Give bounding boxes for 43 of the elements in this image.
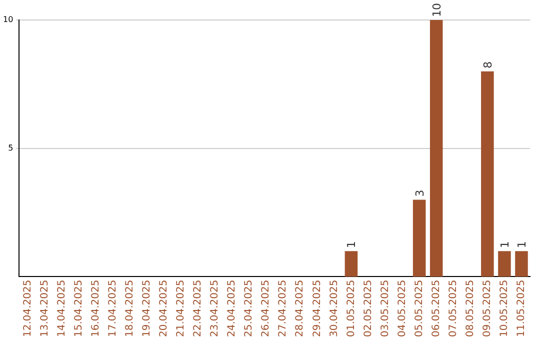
x-tick-label: 11.05.2025 — [516, 280, 528, 338]
bar — [498, 251, 511, 277]
x-tick-label: 18.04.2025 — [124, 280, 136, 338]
x-tick-label: 07.05.2025 — [448, 280, 459, 338]
x-tick-label: 15.04.2025 — [73, 280, 84, 338]
x-tick-label: 30.04.2025 — [328, 280, 340, 338]
data-label: 1 — [498, 241, 512, 248]
x-tick-label: 12.04.2025 — [22, 280, 34, 338]
x-tick-label: 10.05.2025 — [499, 280, 510, 338]
bar — [412, 200, 426, 277]
x-tick-label: 25.04.2025 — [244, 280, 255, 338]
x-tick-label: 13.04.2025 — [39, 280, 50, 338]
x-tick-label: 28.04.2025 — [294, 280, 306, 338]
data-label: 1 — [515, 241, 528, 248]
bar — [481, 71, 494, 277]
x-tick-label: 02.05.2025 — [362, 280, 374, 338]
x-tick-label: 04.05.2025 — [396, 280, 408, 338]
x-tick-label: 08.05.2025 — [465, 280, 476, 338]
x-tick-label: 19.04.2025 — [141, 280, 152, 338]
x-tick-label: 17.04.2025 — [107, 280, 118, 338]
x-tick-label: 05.05.2025 — [414, 280, 425, 338]
x-tick-label: 16.04.2025 — [90, 280, 102, 338]
bar — [344, 251, 358, 277]
x-tick-label: 23.04.2025 — [210, 280, 221, 338]
x-tick-label: 21.04.2025 — [176, 280, 187, 338]
x-tick-label: 26.04.2025 — [260, 280, 272, 338]
bar — [515, 251, 528, 277]
bar — [430, 20, 443, 277]
x-tick-label: 20.04.2025 — [158, 280, 170, 338]
data-label: 1 — [345, 241, 358, 248]
x-tick-label: 24.04.2025 — [226, 280, 238, 338]
data-label: 8 — [481, 61, 494, 68]
x-tick-label: 29.04.2025 — [312, 280, 323, 338]
y-tick-label: 5 — [8, 143, 14, 152]
x-tick-label: 14.04.2025 — [56, 280, 68, 338]
data-label: 3 — [413, 190, 426, 197]
x-tick-label: 27.04.2025 — [278, 280, 289, 338]
x-tick-label: 09.05.2025 — [482, 280, 494, 338]
x-tick-label: 01.05.2025 — [346, 280, 357, 338]
x-tick-label: 03.05.2025 — [380, 280, 391, 338]
data-label: 10 — [430, 3, 444, 17]
x-tick-label: 22.04.2025 — [192, 280, 204, 338]
x-tick-label: 06.05.2025 — [430, 280, 442, 338]
